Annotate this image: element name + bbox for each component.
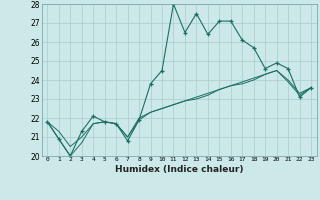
X-axis label: Humidex (Indice chaleur): Humidex (Indice chaleur) — [115, 165, 244, 174]
